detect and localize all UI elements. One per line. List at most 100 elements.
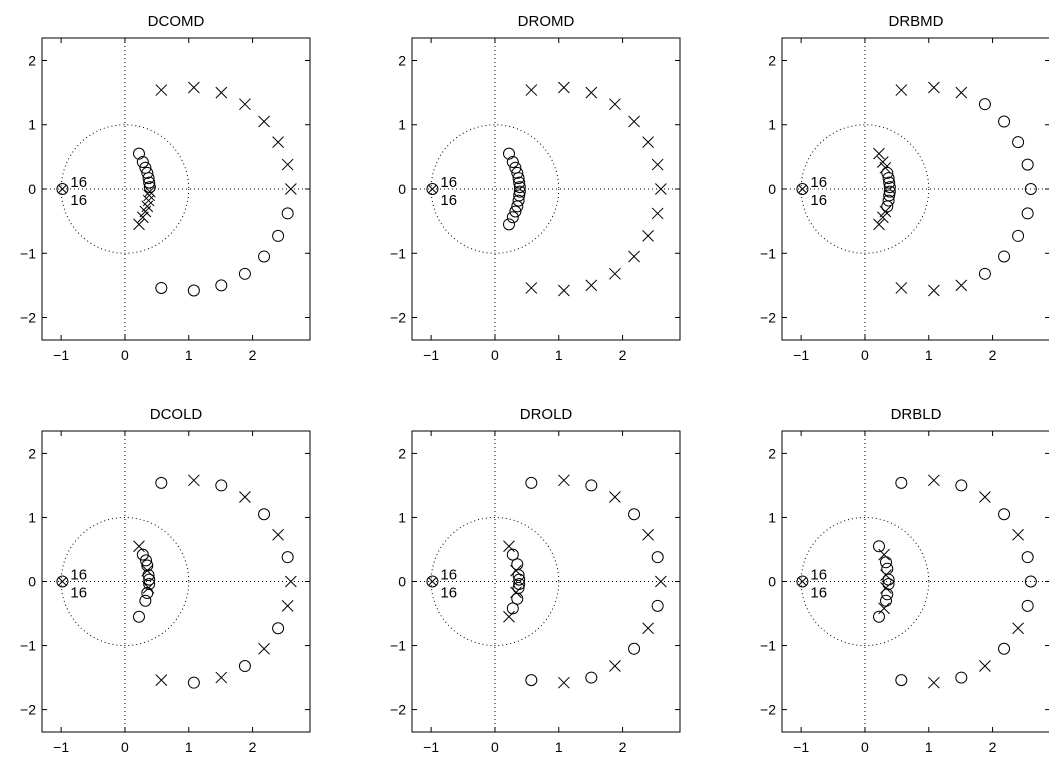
pole-marker xyxy=(873,218,885,231)
x-tick-label: −1 xyxy=(423,739,439,755)
zero-marker xyxy=(136,548,149,561)
zero-marker xyxy=(187,284,200,297)
y-tick-label: −1 xyxy=(760,638,776,654)
zero-marker xyxy=(132,147,145,160)
pole-marker xyxy=(258,642,270,655)
unit-circle xyxy=(430,516,560,647)
pole-marker xyxy=(642,136,654,148)
x-tick-label: 0 xyxy=(861,739,869,755)
zero-marker xyxy=(1021,207,1034,220)
multiple-pole-zero xyxy=(796,575,809,588)
pole-marker xyxy=(285,183,297,195)
pole-marker xyxy=(609,660,621,672)
zero-marker xyxy=(628,642,641,655)
zero-marker xyxy=(881,588,894,601)
zero-marker xyxy=(215,479,228,492)
plot-area xyxy=(782,431,1049,732)
unit-circle xyxy=(800,124,930,254)
pole-marker xyxy=(628,115,640,128)
pole-marker xyxy=(979,660,991,672)
zero-marker xyxy=(140,554,153,567)
pole-marker xyxy=(1012,622,1024,635)
pole-marker xyxy=(136,211,149,224)
zero-marker xyxy=(883,176,896,189)
pole-marker xyxy=(525,282,538,294)
zero-marker xyxy=(1021,599,1034,612)
pole-marker xyxy=(609,267,621,280)
y-tick-label: 0 xyxy=(768,181,776,197)
zero-marker xyxy=(1021,551,1034,564)
pole-marker xyxy=(979,491,991,503)
y-tick-label: 0 xyxy=(28,181,36,197)
x-tick-label: 1 xyxy=(555,739,563,755)
zero-marker xyxy=(881,166,894,179)
y-tick-label: −2 xyxy=(20,310,36,326)
x-tick-label: 0 xyxy=(491,347,499,363)
chart-title: DCOLD xyxy=(150,406,203,423)
zero-marker xyxy=(895,674,908,687)
y-tick-label: 1 xyxy=(768,509,776,525)
pole-marker xyxy=(503,540,515,553)
x-tick-label: 0 xyxy=(491,739,499,755)
plot-area xyxy=(412,38,680,340)
chart-title: DROLD xyxy=(520,406,573,423)
y-tick-label: −1 xyxy=(390,245,406,261)
zero-marker xyxy=(132,610,145,623)
pole-marker xyxy=(155,674,168,686)
pole-marker xyxy=(558,81,570,94)
chart-title: DCOMD xyxy=(148,13,205,30)
y-tick-label: −1 xyxy=(760,245,776,261)
zero-marker xyxy=(511,200,524,213)
pole-marker xyxy=(133,218,145,231)
x-tick-label: 1 xyxy=(555,347,563,363)
zero-marker xyxy=(502,218,515,231)
pole-marker xyxy=(215,86,228,99)
zero-marker xyxy=(1024,575,1037,588)
y-tick-label: 0 xyxy=(398,574,406,590)
zero-marker xyxy=(509,205,522,218)
multiplicity-label: 16 xyxy=(70,192,87,209)
pole-marker xyxy=(558,474,570,487)
pole-marker xyxy=(239,98,251,111)
multiplicity-label: 16 xyxy=(70,585,87,602)
pole-marker xyxy=(285,575,297,588)
unit-circle xyxy=(60,516,190,647)
pole-marker xyxy=(585,279,598,292)
chart-title: DROMD xyxy=(518,13,575,30)
zero-marker xyxy=(895,476,908,489)
x-tick-label: 1 xyxy=(925,739,933,755)
x-tick-label: −1 xyxy=(793,347,809,363)
pole-marker xyxy=(258,115,270,128)
y-tick-label: −2 xyxy=(20,702,36,718)
pole-marker xyxy=(642,230,654,242)
unit-circle xyxy=(60,124,190,254)
zero-marker xyxy=(511,592,524,605)
zero-marker xyxy=(955,479,968,492)
pole-marker xyxy=(928,81,940,94)
pole-marker xyxy=(928,474,940,487)
zero-marker xyxy=(1024,183,1037,195)
plot-area xyxy=(782,38,1049,340)
zero-marker xyxy=(502,147,515,160)
y-tick-label: 1 xyxy=(398,117,406,133)
plot-area xyxy=(412,431,680,732)
pole-marker xyxy=(215,671,228,684)
y-tick-label: −1 xyxy=(20,638,36,654)
pole-marker xyxy=(1012,528,1024,541)
multiple-pole-zero xyxy=(56,183,69,195)
zero-marker xyxy=(998,508,1011,521)
pole-marker xyxy=(878,548,890,561)
multiplicity-label: 16 xyxy=(440,567,457,584)
zero-marker xyxy=(1021,158,1034,171)
y-tick-label: −1 xyxy=(390,638,406,654)
y-tick-label: 2 xyxy=(28,52,36,68)
multiple-pole-zero xyxy=(796,183,809,195)
zero-marker xyxy=(651,599,664,612)
unit-circle xyxy=(800,516,930,647)
y-tick-label: 2 xyxy=(28,445,36,461)
